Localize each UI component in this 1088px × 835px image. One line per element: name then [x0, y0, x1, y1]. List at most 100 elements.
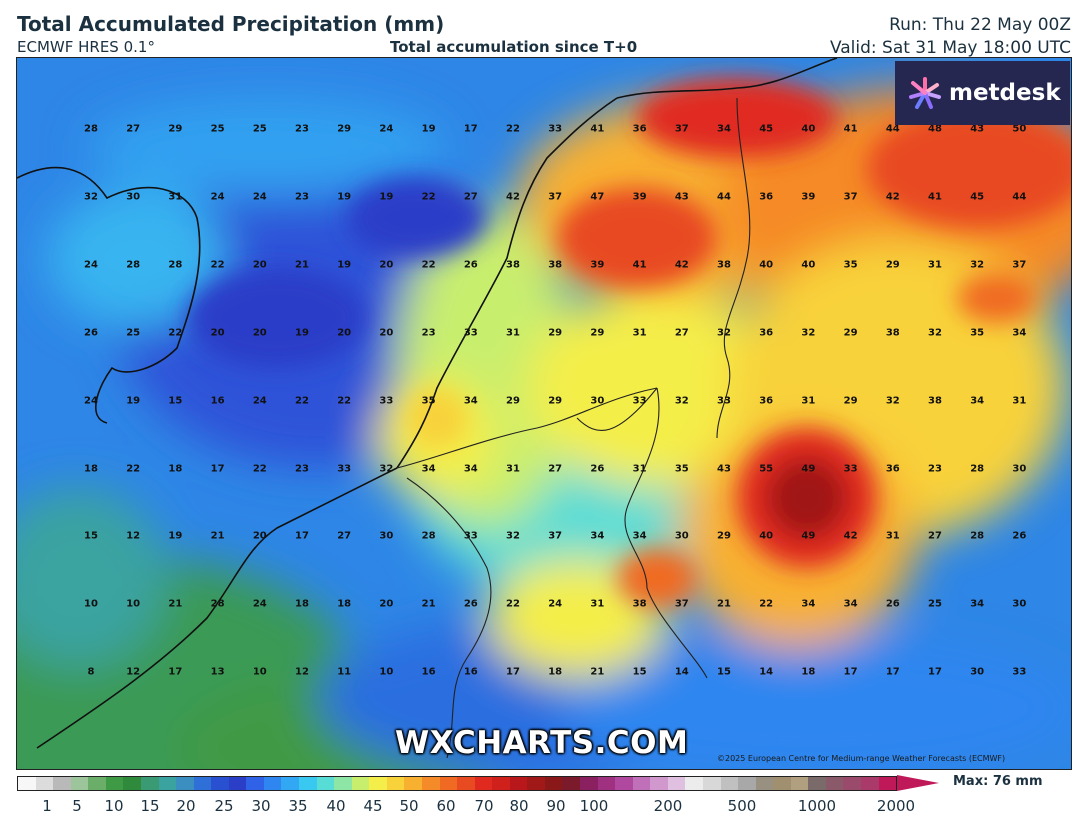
colorbar-segment: [246, 777, 264, 790]
colorbar-arrow: [897, 775, 939, 791]
grid-value: 33: [463, 327, 478, 339]
colorbar-ticks: 1 5 10 15 20 25 30 35 40 45 50 60 70 80 90 100 200 500 100…: [0, 797, 1088, 821]
grid-value: 36: [759, 327, 774, 339]
grid-value: 18: [801, 666, 816, 678]
grid-value: 22: [210, 259, 225, 271]
colorbar-segment: [88, 777, 106, 790]
grid-value: 48: [928, 123, 942, 135]
grid-value: 24: [252, 598, 267, 610]
grid-value: 35: [843, 259, 858, 271]
colorbar-segment: [843, 777, 861, 790]
colorbar-segment: [580, 777, 598, 790]
colorbar-tick-label: 2000: [876, 797, 916, 815]
grid-value: 23: [295, 463, 309, 474]
grid-value: 18: [295, 598, 309, 610]
grid-value: 28: [168, 259, 183, 271]
grid-value: 34: [590, 530, 605, 542]
grid-value: 44: [885, 123, 900, 135]
grid-value: 42: [843, 530, 858, 542]
colorbar-segment: [70, 777, 89, 790]
grid-value: 29: [590, 327, 605, 339]
grid-value: 36: [885, 463, 900, 474]
colorbar-segment: [773, 777, 791, 790]
colorbar-segment: [369, 777, 387, 790]
grid-value: 19: [126, 395, 141, 407]
grid-value: 16: [463, 666, 478, 678]
grid-value: 42: [674, 259, 689, 271]
grid-value: 21: [210, 530, 225, 542]
grid-value: 42: [506, 191, 520, 203]
colorbar-tick-label: 60: [436, 797, 456, 815]
colorbar-tick-label: 90: [546, 797, 566, 815]
grid-value: 26: [84, 327, 98, 339]
grid-value: 30: [590, 395, 605, 407]
grid-value: 31: [632, 327, 647, 339]
grid-value: 30: [126, 191, 141, 203]
chart-title: Total Accumulated Precipitation (mm): [17, 12, 445, 36]
grid-value: 24: [252, 395, 267, 407]
colorbar-tick-label: 1000: [797, 797, 837, 815]
grid-value: 19: [168, 530, 183, 542]
colorbar-segment: [527, 777, 545, 790]
metdesk-logo: metdesk: [895, 61, 1070, 125]
grid-value: 33: [337, 463, 352, 474]
grid-value: 34: [632, 530, 647, 542]
grid-value: 12: [126, 666, 141, 678]
grid-value: 32: [717, 327, 731, 339]
grid-value: 19: [337, 191, 352, 203]
grid-value: 49: [801, 463, 816, 474]
colorbar-segment: [702, 777, 721, 790]
grid-value: 15: [632, 666, 647, 678]
colorbar-segment: [228, 777, 247, 790]
grid-value: 35: [970, 327, 985, 339]
grid-value: 32: [885, 395, 900, 407]
colorbar-segment: [35, 777, 54, 790]
precipitation-map: 28 27 29 25 25 23 29 24 19 17 22 33 41 36 37 34 45 40 41 44…: [16, 57, 1072, 770]
grid-value: 29: [337, 123, 352, 135]
grid-value: 32: [84, 191, 98, 203]
grid-value: 20: [252, 530, 267, 542]
colorbar-segment: [211, 777, 229, 790]
colorbar-tick-label: 200: [653, 797, 683, 815]
grid-value: 33: [548, 123, 563, 135]
grid-value: 44: [1012, 191, 1027, 203]
colorbar-tick-label: 25: [214, 797, 234, 815]
grid-value: 16: [210, 395, 225, 407]
grid-value: 26: [463, 259, 478, 271]
grid-value: 24: [379, 123, 394, 135]
grid-value: 20: [210, 327, 225, 339]
grid-value: 34: [717, 123, 731, 135]
grid-value: 26: [1012, 530, 1027, 542]
coastline-lines: [17, 58, 838, 749]
grid-value: 38: [548, 259, 563, 271]
model-label: ECMWF HRES 0.1°: [17, 38, 155, 56]
grid-value: 18: [548, 666, 563, 678]
grid-value: 21: [295, 259, 309, 271]
grid-value: 24: [84, 259, 98, 271]
grid-value: 33: [379, 395, 394, 407]
grid-value: 10: [84, 598, 98, 610]
colorbar-segment: [632, 777, 651, 790]
grid-value: 38: [632, 598, 647, 610]
grid-value: 55: [759, 463, 774, 474]
grid-value: 37: [843, 191, 858, 203]
grid-value: 23: [421, 327, 436, 339]
run-label: Run: Thu 22 May 00Z: [889, 15, 1071, 35]
grid-value: 43: [970, 123, 985, 135]
grid-value: 28: [970, 463, 985, 474]
precipitation-field: [17, 58, 1071, 769]
grid-value: 27: [674, 327, 689, 339]
grid-value: 29: [843, 395, 858, 407]
grid-value: 32: [928, 327, 942, 339]
grid-value: 34: [801, 598, 816, 610]
colorbar-segment: [457, 777, 475, 790]
watermark: WXCHARTS.COM: [395, 725, 689, 761]
grid-value: 20: [252, 327, 267, 339]
grid-value: 38: [717, 259, 731, 271]
colorbar-tick-label: 45: [363, 797, 383, 815]
colorbar-segment: [158, 777, 177, 790]
grid-value: 47: [590, 191, 605, 203]
grid-value: 14: [674, 666, 689, 678]
grid-value: 15: [168, 395, 183, 407]
grid-value: 22: [295, 395, 309, 407]
